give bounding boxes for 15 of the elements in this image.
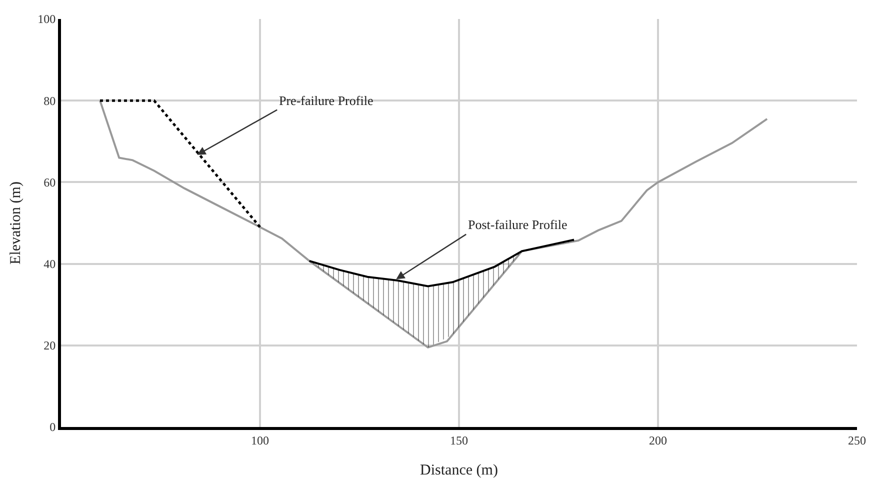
annotation: Post-failure Profile (468, 217, 568, 232)
y-tick-label: 80 (44, 94, 56, 108)
line-series (308, 238, 576, 288)
y-tick-label: 100 (38, 12, 56, 26)
y-tick-label: 0 (50, 420, 56, 434)
y-tick-label: 60 (44, 175, 56, 190)
x-tick-label: 200 (649, 433, 667, 448)
annotation: Pre-failure Profile (279, 93, 374, 108)
y-axis-title: Elevation (m) (8, 182, 24, 264)
y-tick-label: 40 (44, 257, 56, 271)
x-tick-label: 250 (848, 433, 866, 448)
x-tick-label: 100 (251, 433, 269, 448)
y-tick-label: 20 (44, 338, 56, 353)
x-axis-title: Distance (m) (420, 462, 498, 478)
x-tick-label: 150 (450, 433, 468, 448)
